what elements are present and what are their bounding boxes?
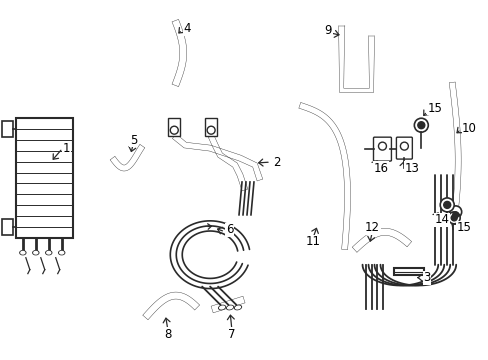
Circle shape (439, 198, 453, 212)
Bar (2, 121, 13, 137)
Text: 16: 16 (373, 162, 387, 175)
Circle shape (450, 215, 456, 221)
Text: 15: 15 (455, 221, 470, 234)
Text: 8: 8 (164, 328, 172, 341)
Bar (394, 268, 424, 275)
Circle shape (449, 206, 461, 218)
Ellipse shape (47, 252, 51, 254)
Text: 7: 7 (228, 328, 235, 341)
FancyBboxPatch shape (373, 137, 390, 161)
Bar (205, 118, 217, 136)
Circle shape (378, 142, 386, 150)
Text: 15: 15 (427, 102, 441, 115)
Circle shape (417, 122, 424, 129)
Text: 6: 6 (225, 223, 233, 236)
Ellipse shape (34, 252, 38, 254)
Text: 5: 5 (129, 134, 137, 147)
Circle shape (447, 212, 459, 224)
Ellipse shape (235, 306, 240, 309)
Circle shape (443, 201, 450, 208)
Ellipse shape (59, 251, 64, 255)
Text: 11: 11 (305, 235, 320, 248)
FancyBboxPatch shape (396, 137, 411, 159)
Text: 1: 1 (62, 141, 70, 155)
Ellipse shape (33, 251, 39, 255)
Circle shape (452, 212, 458, 218)
Ellipse shape (226, 305, 233, 310)
Circle shape (170, 126, 178, 134)
Bar (2, 219, 13, 235)
Ellipse shape (234, 305, 241, 310)
Circle shape (413, 118, 427, 132)
Ellipse shape (218, 305, 225, 310)
Circle shape (207, 126, 215, 134)
Text: 13: 13 (404, 162, 418, 175)
Text: 12: 12 (364, 221, 379, 234)
Text: 3: 3 (423, 271, 430, 284)
Ellipse shape (21, 252, 25, 254)
Bar (16, 118, 73, 238)
Text: 10: 10 (461, 122, 476, 135)
Text: 2: 2 (272, 156, 280, 168)
Ellipse shape (46, 251, 52, 255)
Ellipse shape (60, 252, 63, 254)
Circle shape (400, 142, 407, 150)
Ellipse shape (20, 251, 26, 255)
Ellipse shape (219, 306, 224, 309)
Text: 4: 4 (183, 22, 190, 35)
Ellipse shape (227, 306, 232, 309)
Bar (168, 118, 180, 136)
Text: 9: 9 (324, 24, 331, 37)
Text: 14: 14 (433, 213, 448, 226)
